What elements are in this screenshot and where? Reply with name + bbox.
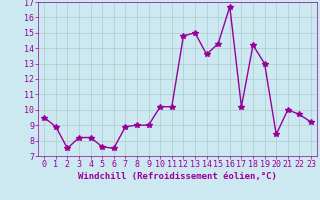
X-axis label: Windchill (Refroidissement éolien,°C): Windchill (Refroidissement éolien,°C) bbox=[78, 172, 277, 181]
